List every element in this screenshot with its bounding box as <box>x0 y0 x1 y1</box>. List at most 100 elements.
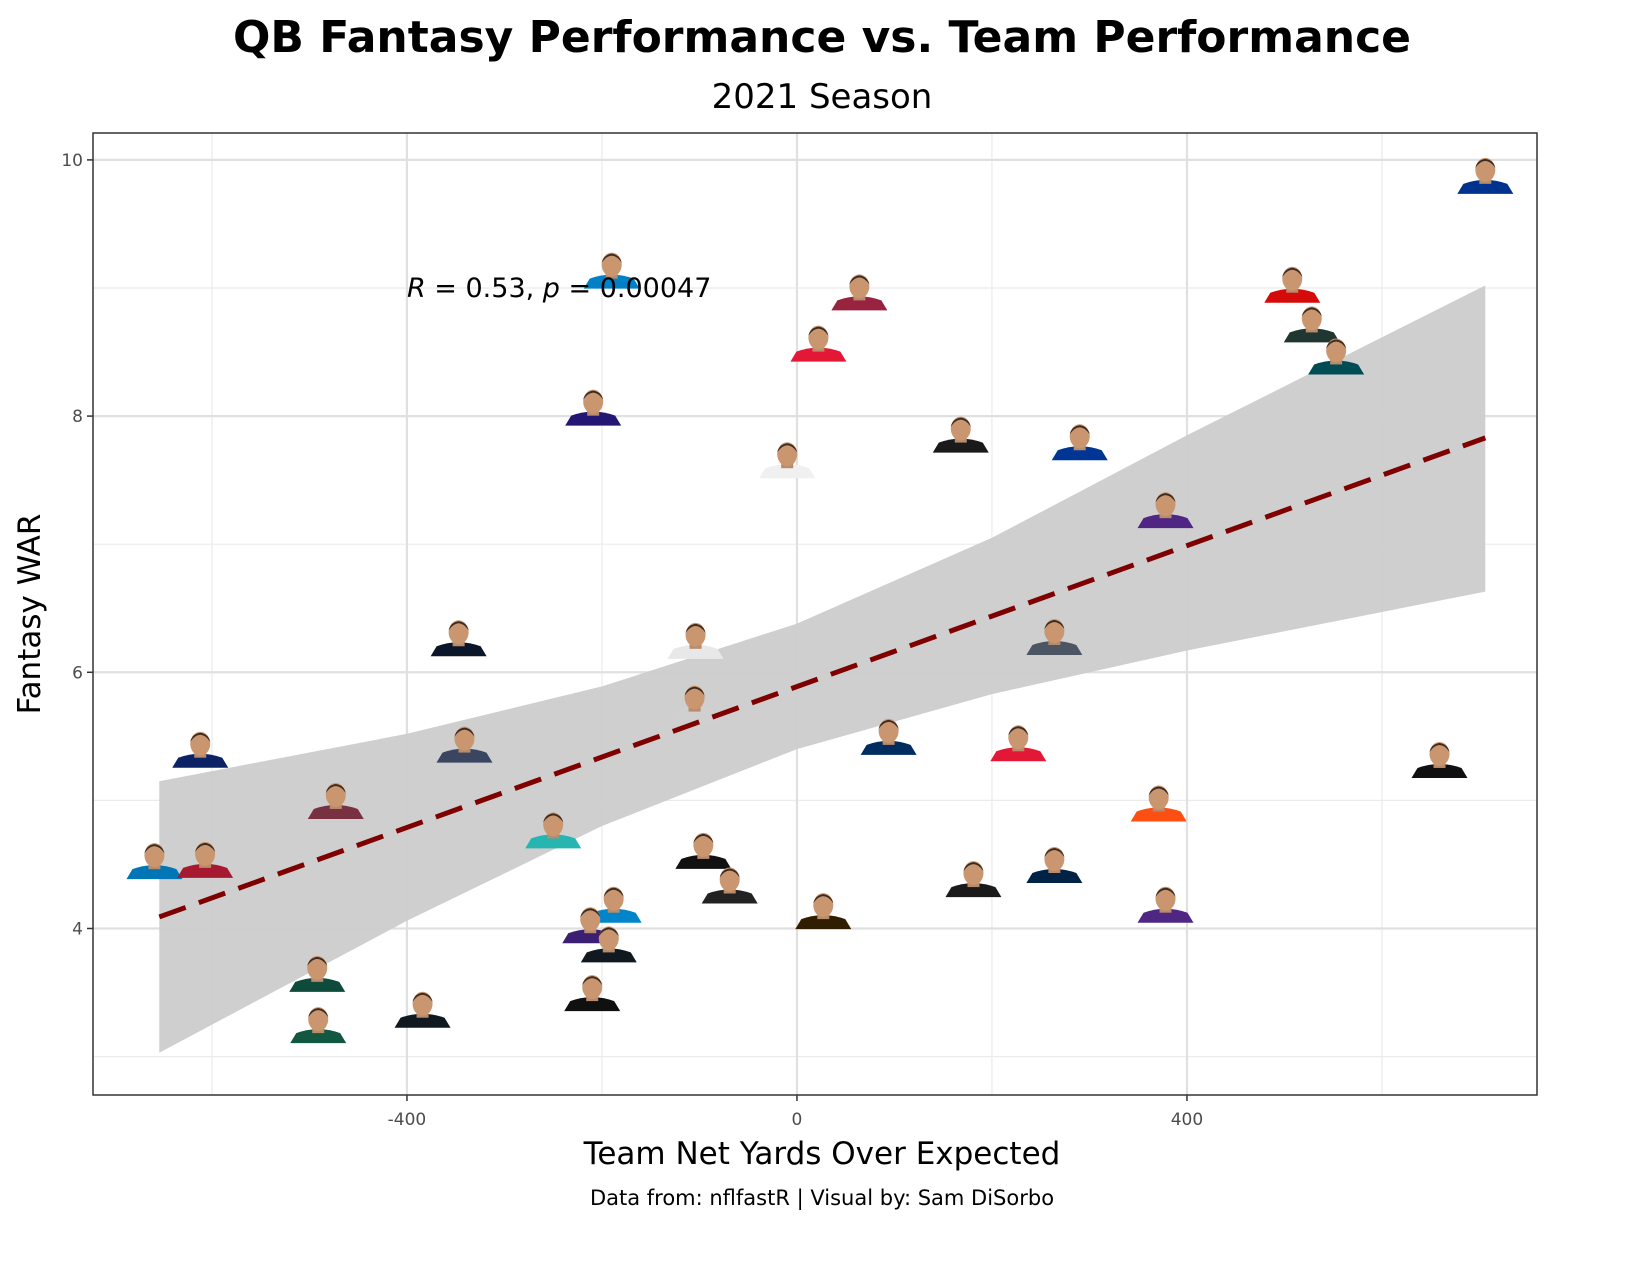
hair-shape <box>719 868 740 878</box>
hair-shape <box>1069 425 1090 435</box>
player-headshot-point <box>1137 886 1194 923</box>
jersey-shape <box>289 977 346 992</box>
head-shape <box>693 832 714 857</box>
head-shape <box>1044 846 1065 871</box>
player-headshot-point <box>1026 618 1083 655</box>
jersey-shape <box>1264 288 1321 303</box>
hair-shape <box>693 833 714 843</box>
correlation-annotation: R = 0.53, p = 0.00047 <box>407 273 711 304</box>
head-shape <box>1301 306 1322 331</box>
player-headshot-point <box>1137 492 1194 529</box>
player-headshot-point <box>701 867 758 904</box>
head-shape <box>813 893 834 918</box>
player-headshot-point <box>1283 306 1340 343</box>
player-headshot-point <box>675 832 732 869</box>
hair-shape <box>598 927 619 937</box>
jersey-shape <box>565 411 622 426</box>
hair-shape <box>308 1008 329 1018</box>
jersey-shape <box>1411 763 1468 778</box>
x-tick-label: -400 <box>388 1110 427 1130</box>
player-headshot-point <box>666 685 723 722</box>
head-shape <box>1282 266 1303 291</box>
head-shape <box>190 731 211 756</box>
x-axis-label: Team Net Yards Over Expected <box>583 1136 1061 1172</box>
hair-shape <box>813 894 834 904</box>
x-tick-label: 0 <box>792 1110 803 1130</box>
hair-shape <box>454 727 475 737</box>
head-shape <box>598 926 619 951</box>
points-group <box>126 157 1514 1044</box>
head-shape <box>1148 785 1169 810</box>
y-tick-label: 4 <box>72 919 83 939</box>
jersey-shape <box>1283 328 1340 343</box>
hair-shape <box>808 326 829 336</box>
jersey-shape <box>860 740 917 755</box>
jersey-shape <box>525 834 582 849</box>
jersey-shape <box>675 854 732 869</box>
player-headshot-point <box>831 274 888 311</box>
hair-shape <box>777 443 798 453</box>
p-value: = 0.00047 <box>560 273 711 304</box>
jersey-shape <box>1051 446 1108 461</box>
player-headshot-point <box>290 1007 347 1044</box>
r-value: = 0.53, <box>426 273 543 304</box>
player-headshot-point <box>1026 846 1083 883</box>
player-headshot-point <box>1130 785 1187 822</box>
player-headshot-point <box>565 389 622 426</box>
y-tick-label: 8 <box>72 407 83 427</box>
hair-shape <box>582 976 603 986</box>
r-label: R <box>407 273 426 304</box>
y-axis-label: Fantasy WAR <box>12 514 48 715</box>
jersey-shape <box>932 438 989 453</box>
hair-shape <box>448 621 469 631</box>
trend-line-group <box>158 435 1487 920</box>
head-shape <box>684 685 705 710</box>
player-headshot-point <box>436 726 493 763</box>
jersey-shape <box>1130 807 1187 822</box>
hair-shape <box>950 417 971 427</box>
player-headshot-point <box>583 252 640 289</box>
hair-shape <box>1326 339 1347 349</box>
y-tick-label: 6 <box>72 663 83 683</box>
head-shape <box>808 325 829 350</box>
jersey-shape <box>290 1029 347 1044</box>
head-shape <box>1326 338 1347 363</box>
hair-shape <box>878 719 899 729</box>
player-headshot-point <box>1411 741 1468 778</box>
head-shape <box>1429 741 1450 766</box>
player-headshot-point <box>790 325 847 362</box>
jersey-shape <box>430 642 487 657</box>
player-headshot-point <box>945 861 1002 898</box>
player-headshot-point <box>564 975 621 1012</box>
head-shape <box>1044 618 1065 643</box>
head-shape <box>580 907 601 932</box>
jersey-shape <box>1137 514 1194 529</box>
hair-shape <box>1301 307 1322 317</box>
head-shape <box>412 991 433 1016</box>
head-shape <box>195 841 216 866</box>
hair-shape <box>963 862 984 872</box>
trend-line <box>158 435 1487 920</box>
head-shape <box>308 1007 329 1032</box>
jersey-shape <box>990 747 1047 762</box>
hair-shape <box>195 842 216 852</box>
jersey-shape <box>126 865 183 880</box>
hair-shape <box>603 887 624 897</box>
head-shape <box>454 726 475 751</box>
player-headshot-point <box>430 620 487 657</box>
player-headshot-point <box>307 782 364 819</box>
jersey-shape <box>177 863 234 878</box>
hair-shape <box>1155 493 1176 503</box>
player-headshot-point <box>990 725 1047 762</box>
player-headshot-point <box>172 731 229 768</box>
player-headshot-point <box>1457 157 1514 194</box>
player-headshot-point <box>126 843 183 880</box>
hair-shape <box>325 783 346 793</box>
head-shape <box>1008 725 1029 750</box>
panel-border <box>92 132 1538 1096</box>
hair-shape <box>685 623 706 633</box>
jersey-shape <box>564 997 621 1012</box>
hair-shape <box>144 844 165 854</box>
jersey-shape <box>1137 908 1194 923</box>
